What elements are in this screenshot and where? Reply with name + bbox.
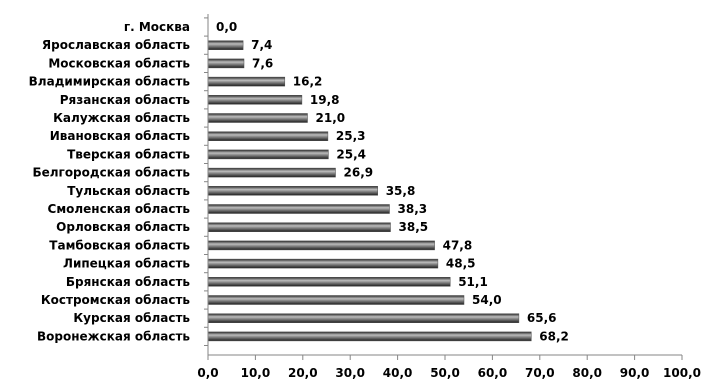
x-tick-label: 50,0 [430,366,460,380]
value-label: 38,5 [399,220,429,234]
value-label: 16,2 [293,75,323,89]
category-labels: г. Москва Ярославская область Московская о… [29,20,191,343]
category-label: г. Москва [124,20,190,34]
category-label: Ивановская область [50,129,191,143]
category-label: Липецкая область [63,257,190,271]
value-label: 35,8 [386,184,416,198]
value-label: 47,8 [443,238,473,252]
bars-group [207,40,532,342]
value-label: 65,6 [527,311,557,325]
bar-7 [207,149,329,160]
bar-3 [207,76,286,87]
value-label: 0,0 [216,20,237,34]
bar-5 [207,113,308,123]
category-label: Курская область [73,311,190,325]
x-tick-label: 0,0 [197,366,218,380]
bar-4 [207,95,303,105]
category-label: Калужская область [53,111,190,125]
x-tick-label: 100,0 [663,366,701,380]
value-label: 54,0 [472,293,502,307]
category-label: Белгородская область [32,166,190,180]
category-label: Костромская область [41,293,191,307]
bar-13 [207,258,439,269]
bar-9 [207,186,378,196]
value-label: 51,1 [458,275,488,289]
x-tick-label: 20,0 [288,366,318,380]
value-label: 25,4 [336,147,366,161]
x-tick-label: 90,0 [620,366,650,380]
x-tick-label: 70,0 [525,366,555,380]
bar-15 [207,295,465,305]
x-tick-label: 30,0 [335,366,365,380]
bar-16 [207,313,520,323]
category-label: Воронежская область [37,329,190,343]
x-tick-label: 10,0 [241,366,271,380]
bar-17 [207,331,532,342]
value-label: 19,8 [310,93,340,107]
x-tick-label: 80,0 [572,366,602,380]
value-label: 48,5 [446,257,476,271]
bar-14 [207,277,451,287]
category-label: Владимирская область [29,75,191,89]
value-label: 26,9 [344,166,374,180]
value-label: 21,0 [316,111,346,125]
bar-11 [207,222,391,232]
bar-6 [207,131,329,141]
category-label: Московская область [48,56,190,70]
category-label: Орловская область [56,220,190,234]
axes: 0,0 10,0 20,0 30,0 40,0 50,0 60,0 70,0 80,0 90,0 1… [197,14,701,380]
value-label: 7,6 [252,56,273,70]
category-label: Ярославская область [42,38,190,52]
bar-1 [207,40,244,50]
category-label: Смоленская область [48,202,191,216]
value-labels: 0,0 7,4 7,6 16,2 19,8 21,0 25,3 25,4 26,9 35,8 38,… [216,20,569,343]
x-tick-label: 60,0 [478,366,508,380]
category-label: Тамбовская область [49,238,190,252]
category-label: Тульская область [67,184,190,198]
bar-10 [207,204,390,214]
category-label: Брянская область [66,275,191,289]
x-tick-label: 40,0 [383,366,413,380]
bar-8 [207,167,336,178]
value-label: 68,2 [539,329,569,343]
bar-12 [207,240,435,251]
value-label: 38,3 [398,202,428,216]
bar-2 [207,58,245,69]
category-label: Тверская область [67,147,190,161]
value-label: 25,3 [336,129,366,143]
category-label: Рязанская область [60,93,191,107]
value-label: 7,4 [251,38,272,52]
